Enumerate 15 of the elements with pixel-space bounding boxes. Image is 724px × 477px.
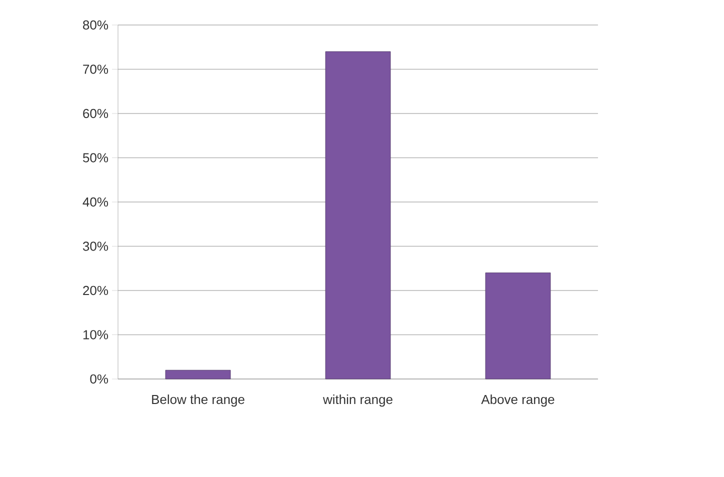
y-tick-label: 60% xyxy=(83,108,108,118)
x-tick-label: within range xyxy=(322,394,392,407)
y-tick-label: 20% xyxy=(83,286,108,296)
y-tick-label: 50% xyxy=(82,153,108,162)
y-tick-label: 40% xyxy=(82,197,108,207)
x-tick-label: Below the range xyxy=(152,394,244,407)
bar xyxy=(485,272,551,380)
y-tick-label: 10% xyxy=(83,330,108,340)
bar xyxy=(165,370,231,380)
y-tick-label: 70% xyxy=(83,64,108,74)
bar xyxy=(325,51,391,380)
y-tick-label: 0% xyxy=(90,374,108,384)
y-tick-label: 80% xyxy=(83,20,108,30)
x-tick-label: Above range xyxy=(481,394,554,407)
y-tick-label: 30% xyxy=(82,242,108,251)
